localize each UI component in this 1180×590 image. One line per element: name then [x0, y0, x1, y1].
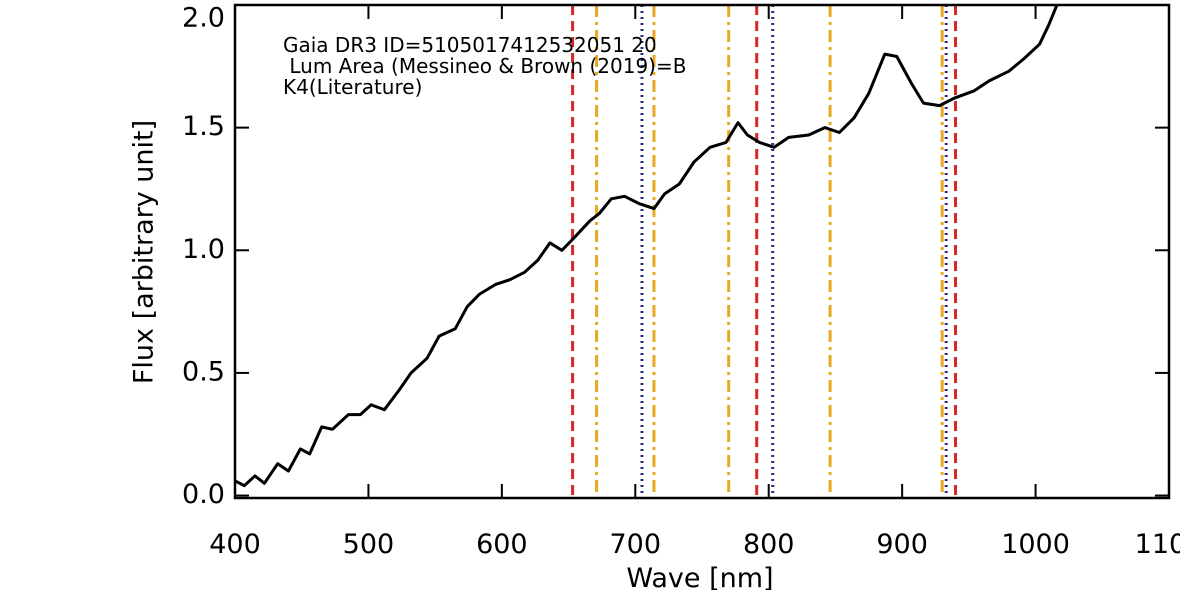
y-axis-label: Flux [arbitrary unit]	[129, 120, 160, 384]
y-tick-label: 0.0	[182, 479, 225, 510]
x-tick-label: 600	[476, 529, 528, 560]
data-line	[235, 5, 1059, 488]
x-tick-label: 800	[743, 529, 795, 560]
y-tick-label: 1.5	[182, 111, 225, 142]
x-axis-label: Wave [nm]	[626, 563, 773, 590]
x-tick-label: 700	[610, 529, 662, 560]
y-tick-label: 1.0	[182, 234, 225, 265]
axes-frame	[233, 3, 1171, 500]
plot-area	[235, 5, 1059, 498]
x-tick-label: 400	[209, 529, 261, 560]
x-tick-label: 1000	[1001, 529, 1070, 560]
x-tick-label: 500	[343, 529, 395, 560]
annotation: Gaia DR3 ID=5105017412532051 20	[283, 33, 657, 57]
y-tick-label: 0.5	[182, 356, 225, 387]
annotation: K4(Literature)	[283, 75, 422, 99]
y-tick-label: 2.0	[182, 3, 225, 34]
x-tick-label: 900	[876, 529, 928, 560]
annotation: Lum Area (Messineo & Brown (2019)=B	[283, 54, 686, 78]
